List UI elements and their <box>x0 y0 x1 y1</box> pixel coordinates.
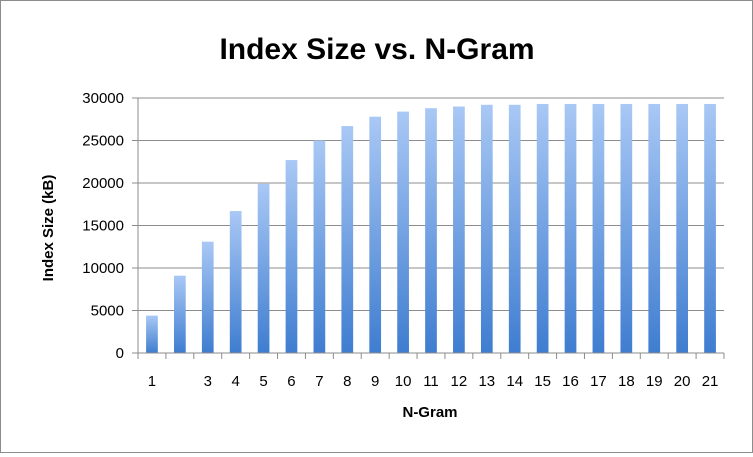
x-tick-label: 19 <box>646 373 663 390</box>
y-axis-title: Index Size (kB) <box>40 175 57 282</box>
bar <box>480 104 493 353</box>
bar <box>648 103 661 353</box>
bar <box>425 108 437 353</box>
bar <box>508 104 521 353</box>
bar <box>620 103 633 353</box>
axes <box>137 98 725 359</box>
bar <box>313 140 326 353</box>
y-tick-label: 5000 <box>91 303 124 320</box>
x-tick-label: 10 <box>395 373 412 390</box>
y-tick-label: 20000 <box>82 175 124 192</box>
x-tick-label: 21 <box>702 373 719 390</box>
bar <box>369 116 382 353</box>
x-tick-label: 13 <box>478 373 495 390</box>
bar <box>173 275 186 353</box>
y-tick-label: 25000 <box>82 133 124 150</box>
bar <box>146 315 158 353</box>
y-tick-labels: 0 5000 10000 15000 20000 25000 30000 <box>82 90 124 362</box>
x-tick-label: 15 <box>534 373 551 390</box>
x-tick-label: 1 <box>148 373 156 390</box>
x-tick-label: 12 <box>451 373 468 390</box>
bar <box>257 183 270 353</box>
x-tick-label: 6 <box>287 373 295 390</box>
y-tick-label: 15000 <box>82 218 124 235</box>
y-tick-label: 10000 <box>82 260 124 277</box>
bar <box>229 211 242 353</box>
bar <box>285 160 298 353</box>
bar <box>592 103 605 353</box>
x-tick-label: 11 <box>423 373 439 390</box>
x-tick-label: 16 <box>562 373 579 390</box>
x-tick-label: 8 <box>343 373 351 390</box>
x-tick-label: 7 <box>315 373 323 390</box>
x-tick-label: 9 <box>371 373 379 390</box>
x-tick-label: 18 <box>618 373 635 390</box>
x-tick-label: 4 <box>231 373 239 390</box>
chart-title: Index Size vs. N-Gram <box>219 33 534 66</box>
bar <box>536 103 549 353</box>
y-tick-label: 30000 <box>82 90 124 107</box>
bar <box>676 103 689 353</box>
bars <box>146 103 716 353</box>
x-tick-labels: 1 3 4 5 6 7 8 9 10 11 12 13 14 15 16 17 18 19 20 21 <box>148 373 719 390</box>
x-axis-title: N-Gram <box>402 404 457 421</box>
bar <box>341 126 354 353</box>
x-tick-label: 20 <box>674 373 691 390</box>
bar <box>201 241 214 353</box>
y-tick-label: 0 <box>116 345 124 362</box>
bar <box>564 103 577 353</box>
bar <box>453 106 465 353</box>
x-tick-label: 14 <box>506 373 523 390</box>
x-tick-label: 5 <box>259 373 267 390</box>
x-tick-label: 3 <box>204 373 212 390</box>
bar <box>397 111 409 353</box>
x-tick-label: 17 <box>590 373 607 390</box>
bar <box>704 103 716 353</box>
